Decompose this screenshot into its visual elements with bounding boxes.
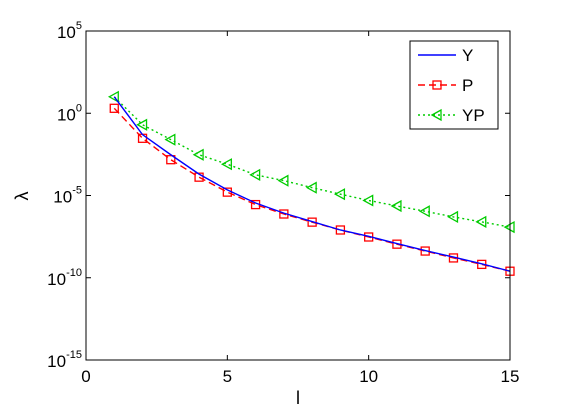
data-point (107, 90, 119, 103)
data-point (277, 174, 289, 187)
x-tick-label: 15 (501, 367, 520, 386)
y-axis-label: λ (12, 192, 32, 201)
series-line-yp (113, 96, 511, 228)
legend-entry-yp: YP (418, 106, 485, 125)
y-tick-label: 105 (57, 20, 82, 42)
series-layer (107, 90, 515, 276)
data-point (390, 199, 402, 213)
data-point (192, 148, 204, 161)
series-y (113, 96, 511, 272)
data-point (194, 172, 204, 182)
y-tick-label: 10-15 (47, 349, 82, 371)
data-point (305, 181, 317, 194)
data-point (136, 118, 148, 131)
x-tick-label: 0 (81, 367, 90, 386)
legend-label: YP (462, 106, 485, 125)
series-line-y (113, 96, 511, 272)
series-yp (107, 90, 515, 234)
data-point (475, 215, 487, 228)
data-point (447, 210, 459, 224)
x-tick-label: 10 (359, 367, 378, 386)
data-point (362, 194, 374, 207)
x-tick-label: 5 (223, 367, 232, 386)
data-point (335, 225, 346, 235)
legend-label: P (462, 76, 473, 95)
data-point (249, 168, 261, 181)
x-axis-label: l (296, 388, 300, 408)
legend-marker (430, 108, 442, 122)
data-point (418, 205, 430, 218)
data-point (109, 103, 119, 113)
y-tick-label: 10-10 (47, 267, 82, 289)
legend-marker (432, 80, 442, 90)
legend-entry-y: Y (418, 46, 473, 65)
legend: YP YP (409, 40, 499, 130)
legend-entry-p: P (418, 76, 473, 95)
y-tick-label: 10-5 (53, 185, 82, 207)
legend-label: Y (462, 46, 473, 65)
y-tick-label: 100 (57, 102, 82, 124)
data-point (164, 133, 176, 146)
data-point (220, 158, 232, 171)
data-point (334, 188, 346, 201)
axis-layer: 0 5 10 15 10-15 10-10 10-5 100 105 (47, 20, 519, 386)
data-point (166, 155, 176, 165)
